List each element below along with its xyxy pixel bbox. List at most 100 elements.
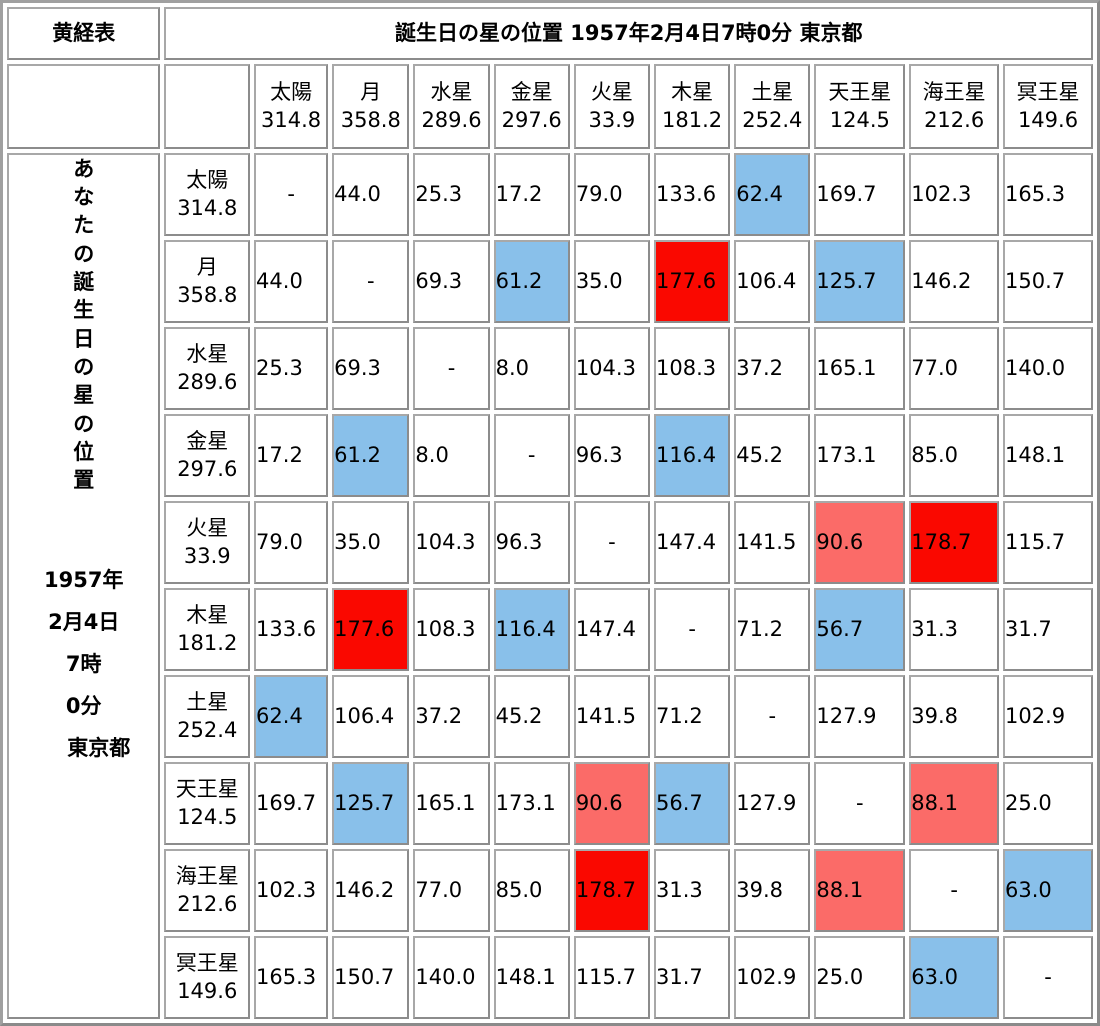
row-header-planet: 土星 252.4 <box>164 674 251 758</box>
diagonal-cell: - <box>573 500 651 584</box>
table-row: 月 358.8 44.0-69.3 61.2 35.0 177.6 106.4 125.7 14… <box>7 239 1093 323</box>
planet-name: 太陽 <box>186 167 229 192</box>
side-label-char: 位 <box>73 440 95 465</box>
aspect-angle-cell: 147.4 <box>573 587 651 671</box>
table-row: 金星 297.6 17.2 61.2 8.0-96.3 116.4 45.2 173.1 85.… <box>7 413 1093 497</box>
planet-longitude: 358.8 <box>340 108 401 133</box>
column-header-planet: 火星 33.9 <box>573 63 651 149</box>
table-row: 火星 33.9 79.0 35.0 104.3 96.3-147.4 141.5 90.6 17… <box>7 500 1093 584</box>
aspect-angle-cell: 35.0 <box>332 500 410 584</box>
planet-name: 天王星 <box>828 79 892 104</box>
aspect-angle-cell: 106.4 <box>734 239 811 323</box>
column-header-planet: 水星 289.6 <box>413 63 490 149</box>
aspect-angle-cell: 165.1 <box>814 326 906 410</box>
side-label-char: あ <box>73 156 95 181</box>
aspect-angle-cell: 173.1 <box>814 413 906 497</box>
aspect-angle-cell: 150.7 <box>1003 239 1093 323</box>
aspect-angle-cell: 102.9 <box>734 935 811 1019</box>
aspect-angle-cell: 177.6 <box>654 239 731 323</box>
aspect-angle-cell: 178.7 <box>909 500 1000 584</box>
aspect-angle-cell: 31.7 <box>1003 587 1093 671</box>
side-label-char: た <box>73 213 95 238</box>
aspect-angle-cell: 133.6 <box>654 152 731 236</box>
aspect-angle-cell: 31.7 <box>654 935 731 1019</box>
planet-longitude: 289.6 <box>421 108 482 133</box>
planet-name: 海王星 <box>922 79 986 104</box>
aspect-angle-cell: 79.0 <box>573 152 651 236</box>
planet-name: 冥王星 <box>175 951 239 976</box>
planet-longitude: 297.6 <box>501 108 562 133</box>
aspect-angle-cell: 148.1 <box>493 935 570 1019</box>
aspect-angle-cell: 25.0 <box>1003 761 1093 845</box>
planet-name: 水星 <box>186 341 229 366</box>
diagonal-cell: - <box>814 761 906 845</box>
aspect-angle-cell: 17.2 <box>254 413 329 497</box>
planet-longitude: 181.2 <box>177 631 238 656</box>
planet-name: 土星 <box>186 689 229 714</box>
column-header-row: 太陽 314.8 月 358.8 水星 289.6 金星 297.6 火星 33.9 木星 181.2… <box>7 63 1093 149</box>
aspect-angle-cell: 165.3 <box>1003 152 1093 236</box>
diagonal-cell: - <box>909 848 1000 932</box>
row-header-planet: 木星 181.2 <box>164 587 251 671</box>
row-header-planet: 海王星 212.6 <box>164 848 251 932</box>
aspect-angle-cell: 44.0 <box>332 152 410 236</box>
side-label-char: 日 <box>73 326 95 351</box>
planet-name: 土星 <box>751 79 794 104</box>
side-label-char: の <box>73 411 95 436</box>
planet-name: 月 <box>196 254 218 279</box>
aspect-angle-cell: 44.0 <box>254 239 329 323</box>
side-date-line: 2月4日 <box>48 609 120 634</box>
planet-name: 火星 <box>186 515 229 540</box>
aspect-angle-cell: 90.6 <box>814 500 906 584</box>
aspect-angle-cell: 56.7 <box>814 587 906 671</box>
planet-longitude: 149.6 <box>177 979 238 1004</box>
aspect-angle-cell: 62.4 <box>734 152 811 236</box>
aspect-angle-cell: 45.2 <box>734 413 811 497</box>
aspect-angle-cell: 85.0 <box>493 848 570 932</box>
aspect-angle-cell: 106.4 <box>332 674 410 758</box>
planet-name: 水星 <box>430 79 473 104</box>
aspect-angle-cell: 147.4 <box>654 500 731 584</box>
aspect-angle-cell: 140.0 <box>413 935 490 1019</box>
aspect-angle-cell: 25.3 <box>254 326 329 410</box>
column-header-planet: 天王星 124.5 <box>814 63 906 149</box>
aspect-angle-cell: 127.9 <box>734 761 811 845</box>
planet-name: 月 <box>360 79 382 104</box>
diagonal-cell: - <box>332 239 410 323</box>
row-header-planet: 火星 33.9 <box>164 500 251 584</box>
side-label-char: 置 <box>73 468 95 493</box>
table-row: 冥王星 149.6 165.3 150.7 140.0 148.1 115.7 31.7 102… <box>7 935 1093 1019</box>
planet-longitude: 252.4 <box>742 108 803 133</box>
aspect-angle-cell: 63.0 <box>1003 848 1093 932</box>
diagonal-cell: - <box>1003 935 1093 1019</box>
aspect-angle-cell: 108.3 <box>654 326 731 410</box>
planet-name: 冥王星 <box>1016 79 1080 104</box>
aspect-angle-cell: 116.4 <box>493 587 570 671</box>
planet-name: 木星 <box>186 602 229 627</box>
side-date-line: 7時 <box>65 651 102 676</box>
column-header-planet: 冥王星 149.6 <box>1003 63 1093 149</box>
planet-longitude: 358.8 <box>177 283 238 308</box>
aspect-angle-cell: 31.3 <box>654 848 731 932</box>
aspect-angle-cell: 127.9 <box>814 674 906 758</box>
side-date-line: 東京都 <box>67 735 131 760</box>
planet-longitude: 252.4 <box>177 718 238 743</box>
corner-empty-cell <box>164 63 251 149</box>
row-header-planet: 水星 289.6 <box>164 326 251 410</box>
side-label-char: の <box>73 241 95 266</box>
planet-name: 天王星 <box>175 776 239 801</box>
aspect-angle-cell: 141.5 <box>734 500 811 584</box>
planet-longitude: 124.5 <box>829 108 890 133</box>
aspect-angle-cell: 85.0 <box>909 413 1000 497</box>
aspect-angle-cell: 169.7 <box>254 761 329 845</box>
table-row: 水星 289.6 25.3 69.3-8.0 104.3 108.3 37.2 165.1 77… <box>7 326 1093 410</box>
aspect-angle-cell: 178.7 <box>573 848 651 932</box>
aspect-angle-cell: 140.0 <box>1003 326 1093 410</box>
aspect-angle-cell: 90.6 <box>573 761 651 845</box>
aspect-angle-cell: 8.0 <box>413 413 490 497</box>
planet-name: 金星 <box>186 428 229 453</box>
aspect-angle-cell: 102.3 <box>909 152 1000 236</box>
aspect-angle-cell: 39.8 <box>909 674 1000 758</box>
aspect-angle-cell: 25.0 <box>814 935 906 1019</box>
aspect-angle-cell: 35.0 <box>573 239 651 323</box>
